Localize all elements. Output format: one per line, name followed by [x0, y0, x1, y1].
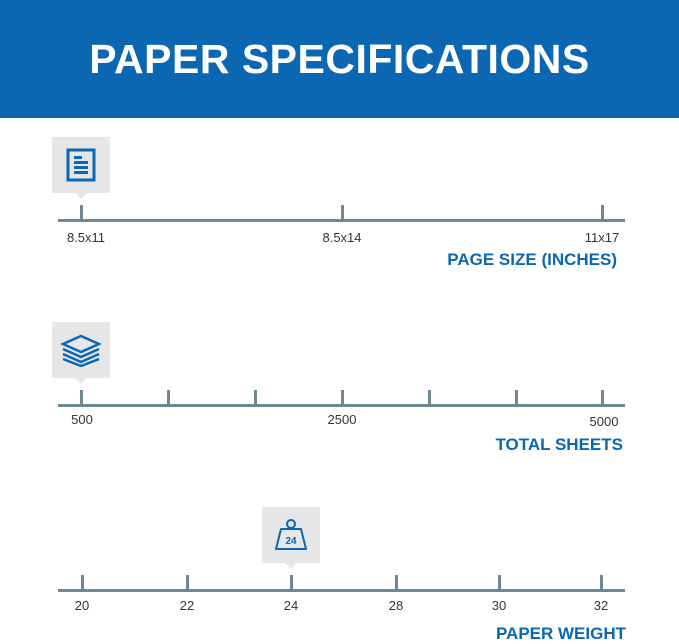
page-title: PAPER SPECIFICATIONS	[89, 35, 590, 82]
tick	[600, 575, 603, 590]
page-size-scale	[58, 219, 625, 222]
weight-icon: 24	[275, 519, 307, 550]
tick	[81, 575, 84, 590]
tick	[515, 390, 518, 405]
tick-label: 5000	[589, 414, 619, 429]
total-sheets-scale	[58, 404, 625, 407]
tick-label: 2500	[327, 412, 357, 427]
document-icon	[66, 148, 96, 182]
tick	[80, 390, 83, 405]
tick-label: 500	[71, 412, 93, 427]
tick	[498, 575, 501, 590]
tick	[395, 575, 398, 590]
tick	[254, 390, 257, 405]
tick-label: 24	[283, 598, 299, 613]
paper-weight-scale	[58, 589, 625, 592]
tick	[601, 390, 604, 405]
tick	[428, 390, 431, 405]
tick-label: 32	[593, 598, 609, 613]
tick-label: 20	[74, 598, 90, 613]
tick	[601, 205, 604, 220]
total-sheets-marker	[52, 322, 110, 384]
paper-stack-icon	[60, 334, 102, 367]
tick-label: 11x17	[584, 230, 620, 245]
page-size-title: PAGE SIZE (INCHES)	[447, 250, 617, 269]
tick	[341, 390, 344, 405]
weight-icon-text: 24	[285, 536, 297, 547]
tick	[290, 575, 293, 590]
total-sheets-title: TOTAL SHEETS	[495, 435, 623, 454]
tick-label: 28	[388, 598, 404, 613]
tick-label: 22	[179, 598, 195, 613]
paper-weight-title: PAPER WEIGHT	[495, 624, 626, 643]
tick	[186, 575, 189, 590]
tick	[341, 205, 344, 220]
tick	[167, 390, 170, 405]
header-banner: PAPER SPECIFICATIONS	[0, 0, 679, 118]
tick-label: 8.5x11	[66, 230, 106, 245]
paper-weight-marker: 24	[262, 507, 320, 569]
tick-label: 30	[491, 598, 507, 613]
tick	[80, 205, 83, 220]
tick-label: 8.5x14	[322, 230, 362, 245]
page-size-marker	[52, 137, 110, 199]
